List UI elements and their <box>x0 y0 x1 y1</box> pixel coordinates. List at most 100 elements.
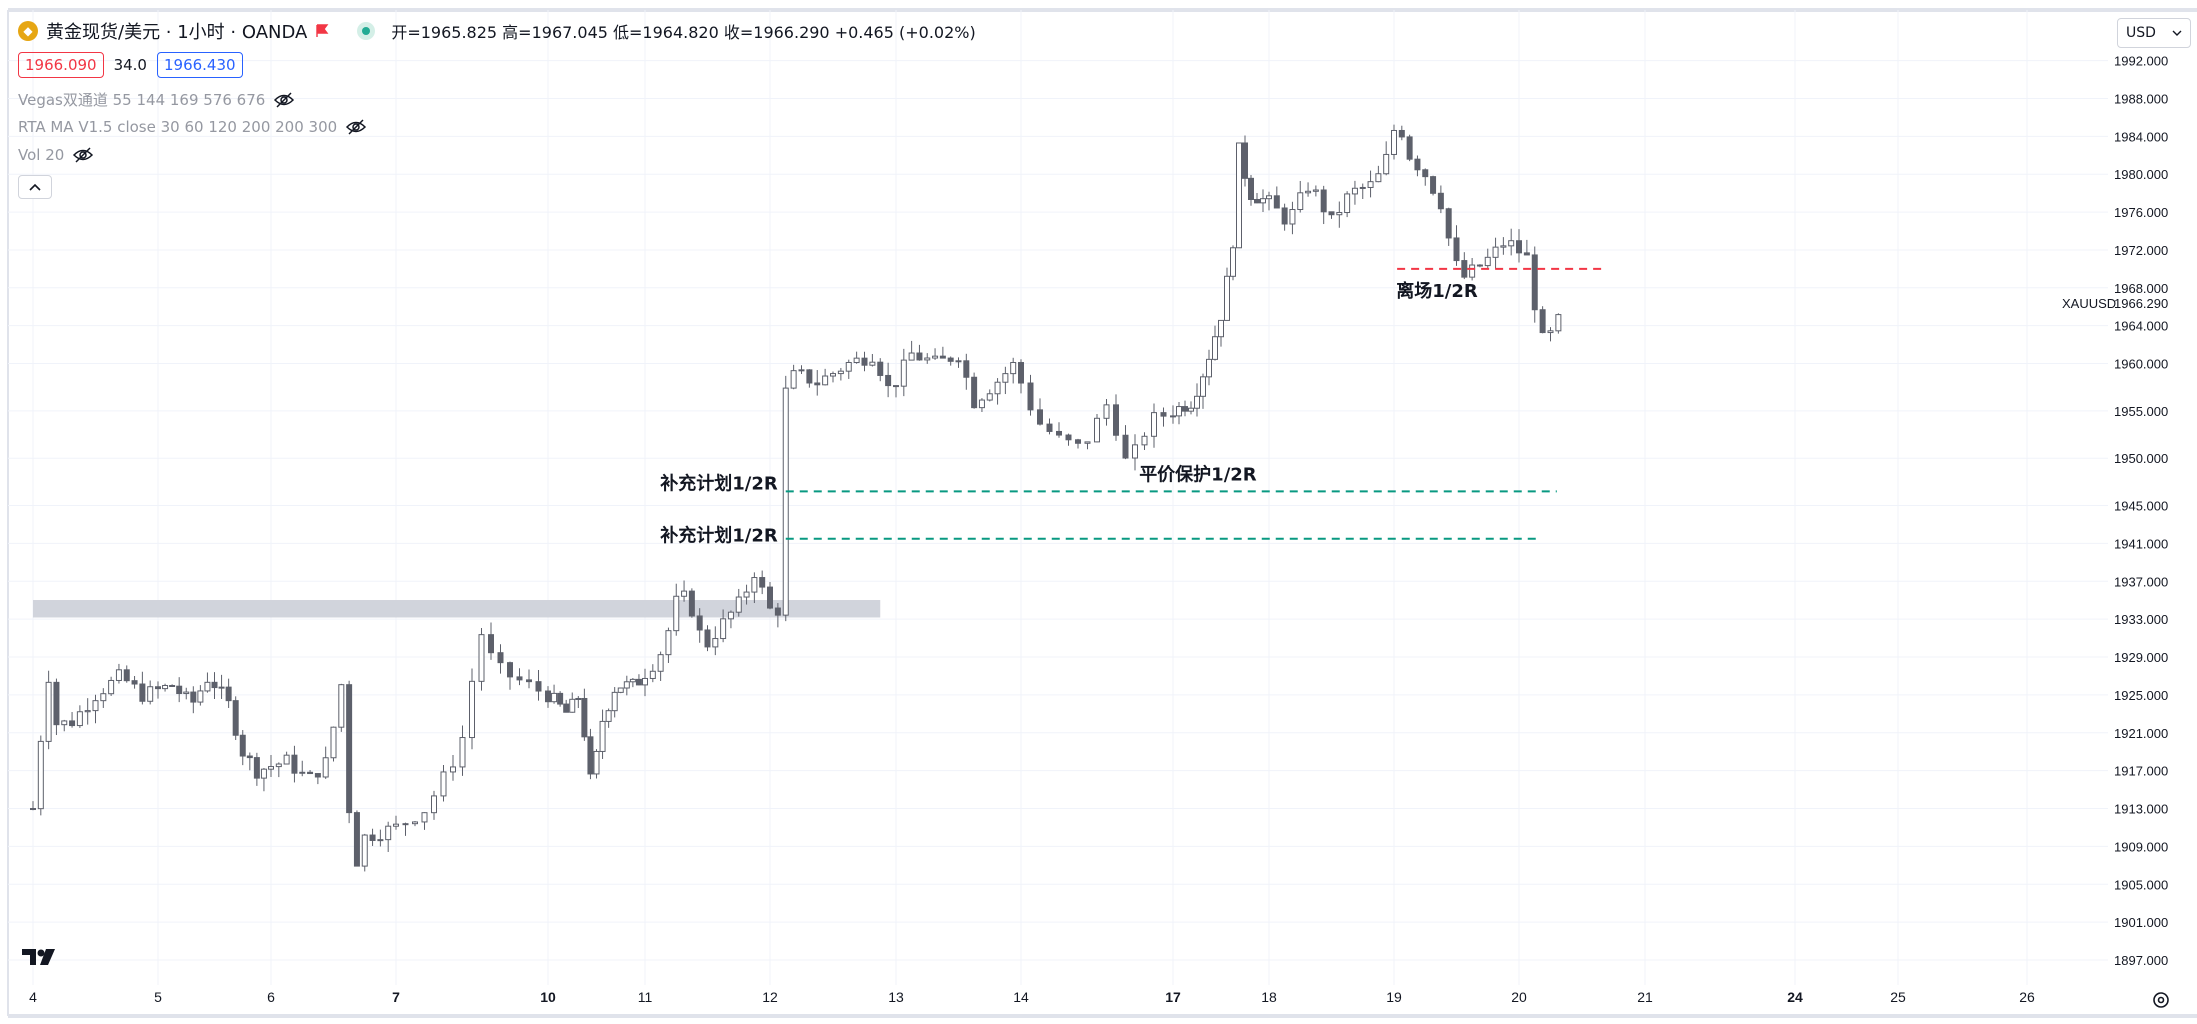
y-tick-label: 1976.000 <box>2114 205 2168 220</box>
candle <box>61 720 68 726</box>
candle <box>239 734 246 757</box>
annotation-label: 离场1/2R <box>1396 280 1478 302</box>
candle <box>900 359 907 387</box>
candle <box>642 677 648 686</box>
indicator-rta-ma[interactable]: RTA MA V1.5 close 30 60 120 200 200 300 <box>18 118 367 136</box>
symbol-title[interactable]: 黄金现货/美元 · 1小时 · OANDA <box>46 22 308 43</box>
candle <box>1437 192 1444 210</box>
candle <box>1453 237 1460 262</box>
candle <box>1236 142 1242 249</box>
candle <box>814 382 821 386</box>
candle <box>947 357 954 362</box>
candle <box>190 691 197 703</box>
candle <box>869 361 876 366</box>
x-tick-label: 10 <box>540 989 556 1005</box>
candle <box>1094 417 1100 443</box>
candle <box>155 686 161 690</box>
candle <box>1084 441 1091 444</box>
indicator-label: RTA MA V1.5 close 30 60 120 200 200 300 <box>18 118 338 136</box>
candle <box>1367 181 1374 188</box>
collapse-legend-button[interactable] <box>18 175 52 199</box>
candle <box>1547 330 1554 334</box>
y-tick-label: 1921.000 <box>2114 726 2168 741</box>
candle <box>963 360 970 378</box>
candle <box>545 690 551 703</box>
currency-selector[interactable]: USD <box>2117 18 2191 48</box>
candle <box>1194 395 1200 409</box>
x-tick-label: 5 <box>154 989 162 1005</box>
bid-ask-row: 1966.090 34.0 1966.430 <box>18 52 243 78</box>
candle <box>1445 208 1452 239</box>
candle <box>1461 260 1468 278</box>
y-tick-label: 1905.000 <box>2114 877 2168 892</box>
flag-icon[interactable] <box>315 24 329 38</box>
candle <box>1254 198 1260 204</box>
y-tick-label: 1988.000 <box>2114 91 2168 106</box>
indicator-vegas[interactable]: Vegas双通道 55 144 169 576 676 <box>18 89 295 110</box>
candle <box>30 808 36 811</box>
support-zone[interactable] <box>33 600 881 618</box>
candle <box>611 691 618 712</box>
candle <box>450 766 456 773</box>
candle <box>605 710 612 722</box>
candle <box>162 684 169 690</box>
indicator-label: Vegas双通道 55 144 169 576 676 <box>18 91 266 109</box>
candle <box>822 375 829 386</box>
candle <box>369 834 376 841</box>
candle <box>563 703 570 713</box>
candle <box>1037 409 1043 425</box>
candle <box>759 577 766 588</box>
currency-label: USD <box>2126 25 2156 41</box>
indicator-vol[interactable]: Vol 20 <box>18 146 94 164</box>
candle <box>665 630 672 656</box>
candle <box>260 768 267 779</box>
candle <box>1289 209 1296 225</box>
y-tick-label: 1955.000 <box>2114 404 2168 419</box>
x-tick-label: 7 <box>392 989 400 1005</box>
candle <box>569 698 576 713</box>
candle <box>727 611 734 620</box>
eye-off-icon[interactable] <box>273 91 295 108</box>
x-tick-label: 18 <box>1261 989 1277 1005</box>
candle <box>932 355 939 359</box>
candle <box>720 618 727 640</box>
candle <box>924 357 931 361</box>
y-tick-label: 1901.000 <box>2114 915 2168 930</box>
candle <box>1132 444 1138 459</box>
candle <box>1375 173 1382 183</box>
candle <box>385 825 392 841</box>
candle <box>338 684 345 728</box>
candle <box>377 839 384 842</box>
candle <box>147 686 154 702</box>
chevron-up-icon <box>29 183 41 191</box>
candle <box>1320 189 1327 213</box>
candle <box>1065 434 1072 441</box>
candle <box>994 381 1001 395</box>
candle <box>1476 264 1483 267</box>
annotation-label: 补充计划1/2R <box>659 525 778 547</box>
candle <box>1328 211 1335 216</box>
candle <box>1469 264 1476 278</box>
buy-price[interactable]: 1966.430 <box>156 52 243 78</box>
tradingview-logo-icon[interactable] <box>22 947 58 967</box>
candle <box>108 679 115 695</box>
settings-icon[interactable] <box>2151 990 2171 1010</box>
candle <box>1344 193 1351 214</box>
sell-price[interactable]: 1966.090 <box>18 52 104 78</box>
candle <box>322 757 329 778</box>
eye-off-icon[interactable] <box>345 119 367 135</box>
candle <box>877 361 884 376</box>
candle <box>1351 187 1358 195</box>
candle <box>1414 158 1421 171</box>
candle <box>1010 362 1017 375</box>
x-tick-label: 6 <box>267 989 275 1005</box>
candle <box>557 692 564 705</box>
candle <box>1113 404 1119 436</box>
candle <box>629 678 636 683</box>
eye-off-icon[interactable] <box>72 147 94 163</box>
candle <box>908 352 915 361</box>
market-open-icon[interactable] <box>357 22 376 40</box>
candle <box>1555 314 1562 332</box>
